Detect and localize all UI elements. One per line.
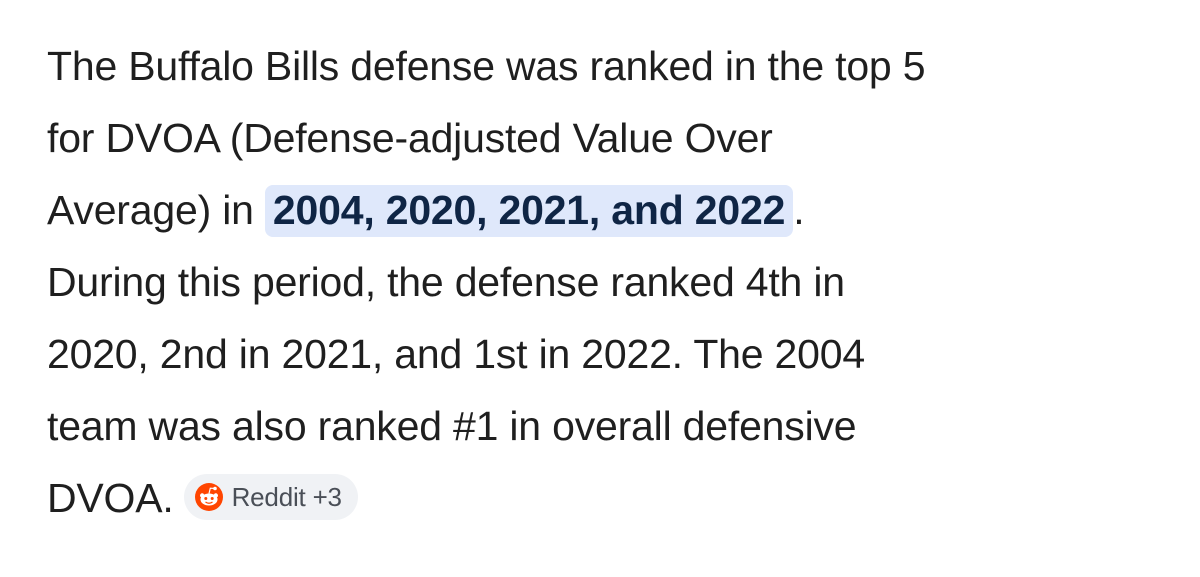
answer-line-5: 2020, 2nd in 2021, and 1st in 2022. The …: [47, 331, 865, 377]
answer-line-3-suffix: .: [793, 187, 805, 233]
answer-line-3-prefix: Average) in: [47, 187, 265, 233]
highlighted-years: 2004, 2020, 2021, and 2022: [264, 185, 794, 237]
ai-answer-text: The Buffalo Bills defense was ranked in …: [47, 30, 1177, 534]
answer-line-3: Average) in 2004, 2020, 2021, and 2022.: [47, 174, 1177, 246]
answer-line-7: DVOA. Reddit +3: [47, 462, 1177, 534]
answer-line-2: for DVOA (Defense-adjusted Value Over: [47, 115, 773, 161]
answer-line-1: The Buffalo Bills defense was ranked in …: [47, 43, 926, 89]
answer-line-7-text: DVOA.: [47, 475, 174, 521]
source-chip-label: Reddit +3: [231, 482, 342, 513]
reddit-icon: [194, 483, 223, 512]
answer-line-6: team was also ranked #1 in overall defen…: [47, 403, 857, 449]
answer-line-4: During this period, the defense ranked 4…: [47, 259, 845, 305]
source-chip[interactable]: Reddit +3: [183, 474, 358, 521]
